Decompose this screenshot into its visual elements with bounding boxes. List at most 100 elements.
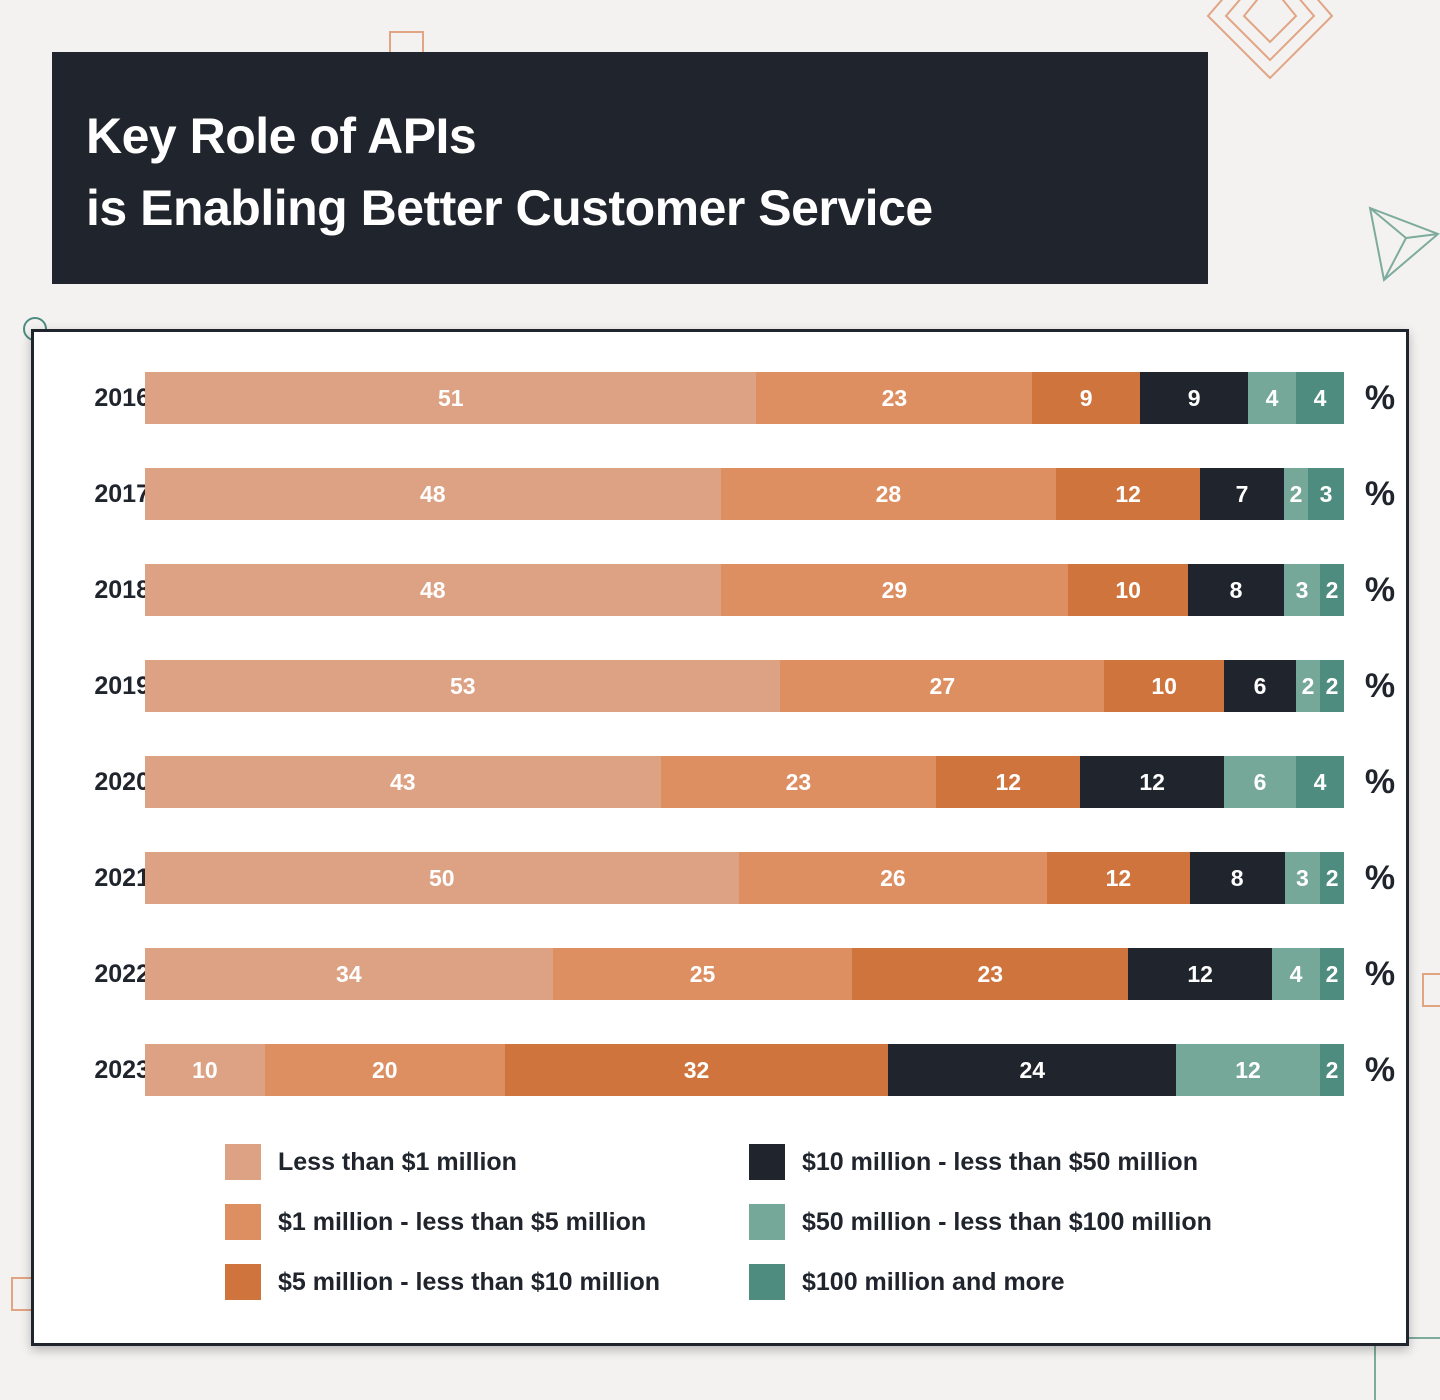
bar-segment-m50_100: 4 [1272, 948, 1320, 1000]
bar-segment-m5_10: 12 [936, 756, 1081, 808]
stacked-bar-2017: 48 28 12 7 2 3 [145, 468, 1344, 520]
bar-segment-m1_5: 23 [660, 756, 937, 808]
percent-unit-label: % [1364, 763, 1396, 801]
bar-segment-m5_10: 32 [504, 1044, 889, 1096]
percent-unit-label: % [1364, 955, 1396, 993]
bar-segment-lt1m: 48 [145, 564, 721, 616]
bar-segment-m50_100: 2 [1284, 468, 1308, 520]
decorative-square-icon [11, 1277, 32, 1311]
bar-segment-m1_5: 20 [264, 1044, 505, 1096]
stacked-bar-2018: 48 29 10 8 3 2 [145, 564, 1344, 616]
bar-segment-m1_5: 26 [738, 852, 1048, 904]
legend-label: $10 million - less than $50 million [802, 1147, 1198, 1176]
year-label: 2021 [94, 864, 150, 892]
bar-segment-m5_10: 12 [1056, 468, 1201, 520]
page-title-line-2: is Enabling Better Customer Service [86, 180, 933, 236]
year-label: 2016 [94, 384, 150, 412]
legend-swatch [225, 1144, 261, 1180]
bar-segment-m1_5: 27 [780, 660, 1105, 712]
percent-unit-label: % [1364, 475, 1396, 513]
bar-segment-m5_10: 10 [1068, 564, 1189, 616]
stacked-bar-2020: 43 23 12 12 6 4 [145, 756, 1344, 808]
bar-segment-m100plus: 2 [1319, 660, 1344, 712]
bar-segment-m100plus: 4 [1296, 372, 1344, 424]
bar-segment-m5_10: 9 [1032, 372, 1141, 424]
year-label: 2023 [94, 1056, 150, 1084]
legend-item-m100plus: $100 million and more [749, 1264, 1065, 1300]
legend-swatch [749, 1144, 785, 1180]
legend-item-m5_10: $5 million - less than $10 million [225, 1264, 660, 1300]
percent-unit-label: % [1364, 571, 1396, 609]
legend-label: $50 million - less than $100 million [802, 1207, 1212, 1236]
stacked-bar-2021: 50 26 12 8 3 2 [145, 852, 1344, 904]
year-label: 2020 [94, 768, 150, 796]
legend-label: $1 million - less than $5 million [278, 1207, 647, 1236]
bar-segment-m5_10: 12 [1047, 852, 1190, 904]
bar-segment-lt1m: 10 [145, 1044, 265, 1096]
bar-segment-m10_50: 7 [1200, 468, 1285, 520]
bar-segment-lt1m: 51 [145, 372, 757, 424]
legend-swatch [225, 1204, 261, 1240]
bar-segment-m50_100: 4 [1248, 372, 1297, 424]
year-label: 2018 [94, 576, 150, 604]
bar-segment-m100plus: 3 [1308, 468, 1344, 520]
bar-segment-m100plus: 2 [1319, 1044, 1344, 1096]
bar-segment-lt1m: 50 [145, 852, 739, 904]
bar-segment-m10_50: 9 [1140, 372, 1249, 424]
bar-segment-m10_50: 8 [1188, 564, 1285, 616]
stacked-bar-2016: 51 23 9 9 4 4 [145, 372, 1344, 424]
bar-segment-m10_50: 6 [1224, 660, 1297, 712]
bar-segment-m1_5: 29 [720, 564, 1069, 616]
bar-segment-m100plus: 2 [1319, 564, 1344, 616]
bar-segment-lt1m: 34 [145, 948, 553, 1000]
percent-unit-label: % [1364, 667, 1396, 705]
legend-item-m50_100: $50 million - less than $100 million [749, 1204, 1212, 1240]
bar-segment-lt1m: 43 [145, 756, 661, 808]
bar-segment-m50_100: 3 [1284, 852, 1321, 904]
bar-segment-m10_50: 12 [1080, 756, 1225, 808]
legend-item-m1_5: $1 million - less than $5 million [225, 1204, 646, 1240]
percent-unit-label: % [1364, 379, 1396, 417]
legend-label: $5 million - less than $10 million [278, 1267, 661, 1296]
bar-segment-m100plus: 2 [1320, 852, 1344, 904]
bar-segment-m10_50: 12 [1128, 948, 1273, 1000]
stacked-bar-2022: 34 25 23 12 4 2 [145, 948, 1344, 1000]
title-banner: Key Role of APIs is Enabling Better Cust… [52, 52, 1208, 284]
legend-swatch [225, 1264, 261, 1300]
bar-segment-m50_100: 3 [1284, 564, 1320, 616]
bar-segment-m10_50: 24 [888, 1044, 1177, 1096]
page-title-line-1: Key Role of APIs [86, 108, 477, 164]
legend-label: $100 million and more [802, 1267, 1065, 1296]
bar-segment-lt1m: 53 [145, 660, 781, 712]
decorative-square-icon [389, 31, 424, 53]
decorative-diamond-icon [1206, 0, 1334, 80]
bar-segment-m1_5: 23 [756, 372, 1033, 424]
bar-segment-m1_5: 25 [552, 948, 853, 1000]
legend-swatch [749, 1204, 785, 1240]
legend-item-m10_50: $10 million - less than $50 million [749, 1144, 1198, 1180]
chart-card: 2016 51 23 9 9 4 4% 2017 48 28 12 7 2 3% 2018 48 29 10 8 3 2… [31, 329, 1409, 1346]
bar-segment-m50_100: 2 [1296, 660, 1320, 712]
bar-segment-m5_10: 23 [852, 948, 1129, 1000]
stacked-bar-2019: 53 27 10 6 2 2 [145, 660, 1344, 712]
bar-segment-m1_5: 28 [720, 468, 1057, 520]
bar-segment-m50_100: 6 [1224, 756, 1297, 808]
percent-unit-label: % [1364, 1051, 1396, 1089]
legend-item-lt1m: Less than $1 million [225, 1144, 517, 1180]
bar-segment-m50_100: 12 [1176, 1044, 1320, 1096]
year-label: 2017 [94, 480, 150, 508]
bar-segment-lt1m: 48 [145, 468, 721, 520]
bar-segment-m10_50: 8 [1189, 852, 1285, 904]
legend-swatch [749, 1264, 785, 1300]
decorative-triangle-icon [1368, 206, 1440, 282]
legend-label: Less than $1 million [278, 1147, 517, 1176]
decorative-square-icon [1422, 973, 1440, 1007]
bar-segment-m100plus: 4 [1296, 756, 1344, 808]
percent-unit-label: % [1364, 859, 1396, 897]
stacked-bar-2023: 10 20 32 24 12 2 [145, 1044, 1344, 1096]
decorative-square-icon [1374, 1337, 1440, 1400]
bar-segment-m100plus: 2 [1320, 948, 1344, 1000]
bar-segment-m5_10: 10 [1104, 660, 1225, 712]
year-label: 2022 [94, 960, 150, 988]
year-label: 2019 [94, 672, 150, 700]
